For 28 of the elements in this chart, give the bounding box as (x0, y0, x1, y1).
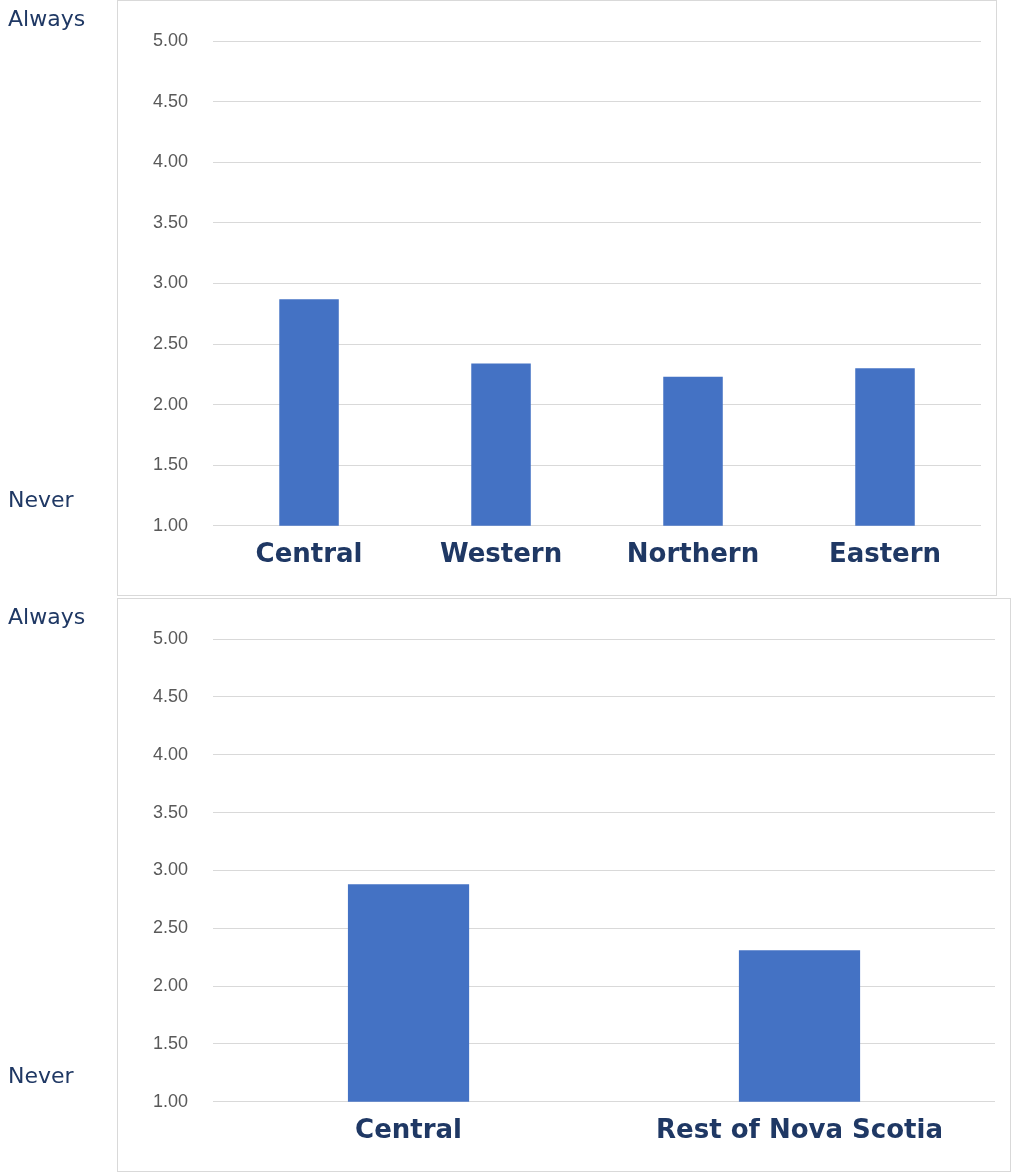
y-tick-label: 4.50 (152, 90, 189, 111)
x-tick-label: Western (439, 538, 563, 569)
y-tick-label: 2.50 (152, 917, 189, 938)
y-tick-label: 4.00 (152, 151, 189, 172)
y-tick-label: 3.50 (152, 211, 189, 232)
y-tick-label: 4.50 (152, 685, 189, 706)
text: Always (8, 604, 86, 629)
x-tick-label: Eastern (828, 538, 942, 569)
y-tick-label: 1.50 (152, 454, 189, 475)
y-tick-label: 4.00 (152, 743, 189, 764)
y-tick-label: 3.50 (152, 801, 189, 822)
y-tick-label: 1.00 (152, 514, 189, 535)
y-tick-label: 1.50 (152, 1032, 189, 1053)
y-tick-label: 2.50 (152, 332, 189, 353)
x-tick-label: Central (355, 1114, 462, 1145)
x-tick-label: Central (255, 538, 363, 569)
y-tick-label: 2.00 (152, 393, 189, 414)
y-tick-label: 5.00 (152, 627, 189, 648)
x-tick-label: Northern (626, 538, 760, 569)
y-tick-label: 3.00 (152, 859, 189, 880)
y-tick-label: 1.00 (152, 1090, 189, 1111)
y-tick-label: 2.00 (152, 975, 189, 996)
y-tick-label: 3.00 (152, 272, 189, 293)
x-tick-label: Rest of Nova Scotia (656, 1114, 943, 1145)
y-tick-label: 5.00 (152, 29, 189, 50)
text: Never (8, 1062, 74, 1088)
text: Never (8, 486, 74, 512)
text: Always (8, 6, 86, 31)
